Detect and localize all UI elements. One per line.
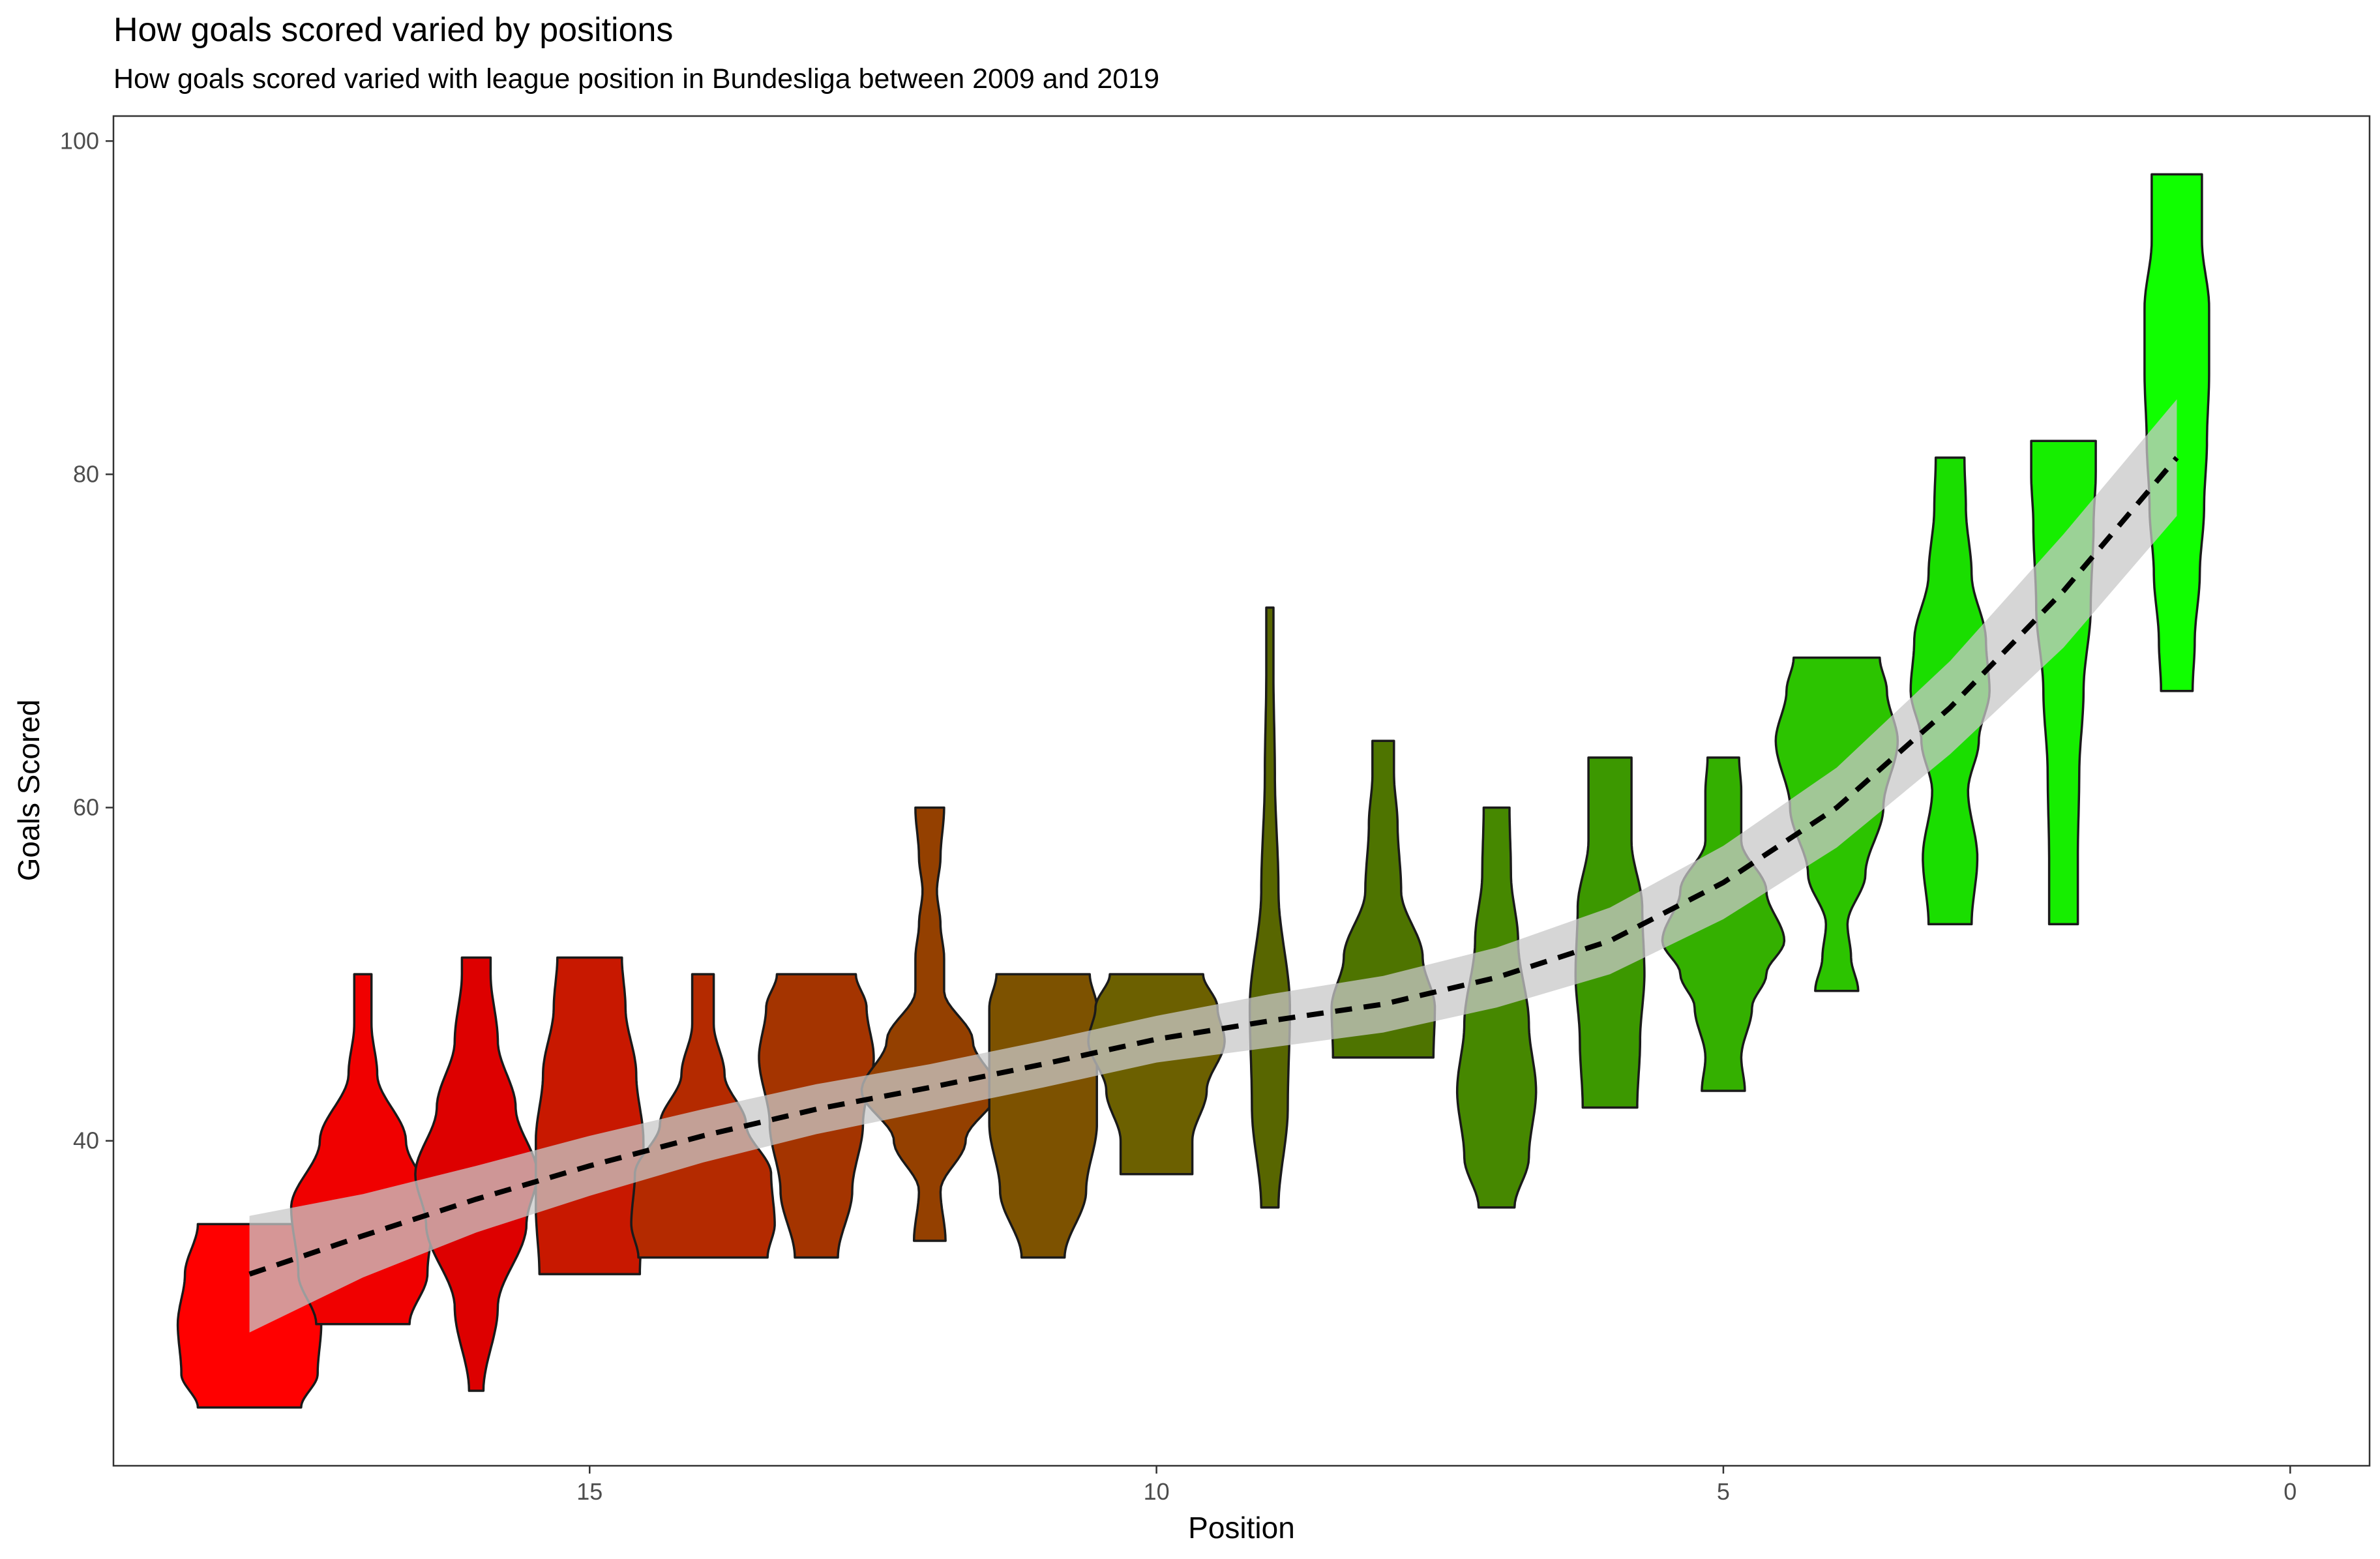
violin-position-12	[860, 806, 999, 1242]
violin-position-9	[1248, 606, 1291, 1209]
panel-border	[112, 115, 2371, 1467]
y-tick-label-80: 80	[73, 460, 99, 487]
violin-position-15	[535, 956, 645, 1275]
violin-position-7	[1455, 806, 1538, 1209]
violin-position-10	[1087, 973, 1226, 1176]
chart-subtitle: How goals scored varied with league posi…	[113, 63, 1160, 95]
x-tick-label-15: 15	[576, 1478, 602, 1505]
chart-title: How goals scored varied by positions	[113, 11, 674, 49]
y-tick-label-60: 60	[73, 794, 99, 821]
violin-position-11	[988, 973, 1098, 1259]
x-tick-label-5: 5	[1717, 1478, 1730, 1505]
x-tick-label-10: 10	[1144, 1478, 1170, 1505]
violin-position-5	[1661, 756, 1786, 1092]
y-tick-label-40: 40	[73, 1127, 99, 1154]
y-axis-title: Goals Scored	[12, 699, 46, 882]
x-axis-title: Position	[1188, 1511, 1295, 1545]
y-tick-label-100: 100	[60, 127, 99, 154]
trend-confidence-band	[249, 399, 2177, 1333]
x-tick-label-0: 0	[2283, 1478, 2297, 1505]
